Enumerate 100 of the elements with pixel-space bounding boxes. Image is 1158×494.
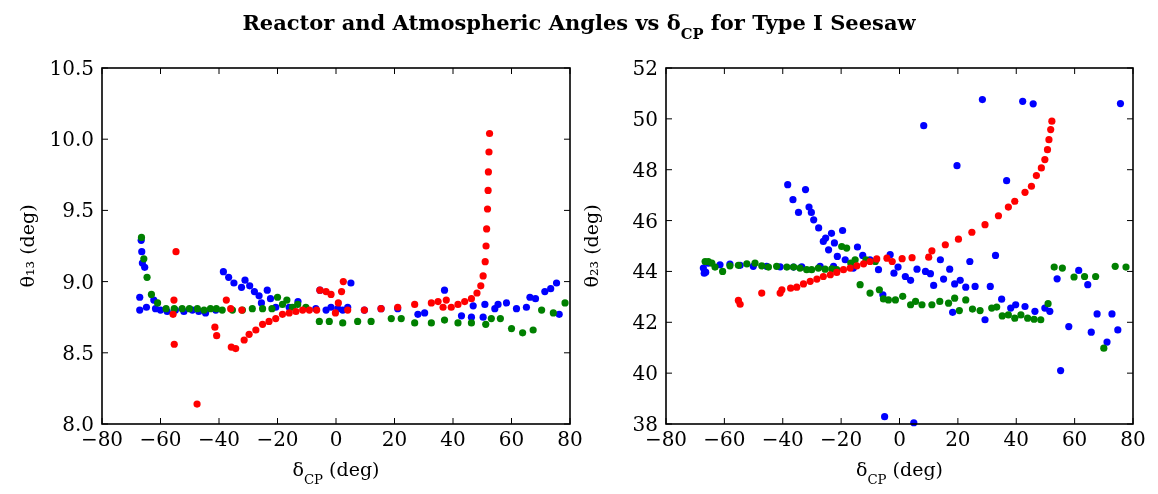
point — [787, 284, 795, 292]
point — [461, 297, 469, 306]
point — [211, 323, 219, 331]
point — [153, 299, 162, 307]
point — [908, 254, 916, 262]
point — [819, 272, 827, 281]
point — [507, 325, 516, 333]
point — [292, 307, 300, 316]
point — [213, 332, 221, 340]
point — [813, 275, 821, 283]
y-axis-title: θ₁₃ (deg) — [16, 204, 38, 288]
x-axis-title: δ$_{CP}$ (deg) — [292, 458, 380, 487]
x-tick-label: −40 — [761, 427, 804, 451]
point — [283, 296, 291, 304]
y-axis-title: θ₂₃ (deg) — [580, 204, 602, 288]
point — [496, 315, 504, 323]
point — [147, 290, 156, 299]
x-tick-label: 60 — [1061, 427, 1088, 451]
y-tick-label: 50 — [632, 106, 658, 131]
y-tick-label: 44 — [632, 259, 658, 284]
point — [434, 297, 442, 306]
x-tick-label: 80 — [1120, 427, 1146, 451]
x-tick-label: −20 — [820, 427, 863, 451]
x-tick-label: 20 — [945, 427, 971, 451]
point — [278, 310, 287, 318]
point — [411, 300, 419, 308]
point — [258, 305, 267, 313]
point — [170, 296, 178, 304]
x-tick-label: 20 — [381, 427, 408, 451]
point — [440, 316, 449, 324]
point — [736, 300, 744, 308]
point — [994, 212, 1003, 220]
point — [968, 228, 976, 236]
point — [325, 317, 333, 326]
point — [143, 273, 151, 281]
point — [954, 235, 963, 243]
point — [485, 148, 493, 156]
point — [549, 309, 557, 317]
point — [898, 255, 906, 263]
y-tick-label: 9.5 — [62, 198, 94, 223]
point — [1032, 171, 1040, 180]
x-tick-label: −20 — [256, 427, 299, 451]
point — [473, 289, 481, 297]
point — [1037, 164, 1045, 172]
point — [487, 315, 495, 323]
point — [477, 282, 485, 290]
point — [265, 317, 273, 326]
point — [888, 257, 896, 266]
point — [799, 280, 808, 288]
point — [193, 400, 201, 408]
point — [439, 303, 447, 311]
point — [278, 300, 287, 308]
point — [925, 253, 933, 261]
y-tick-label: 52 — [632, 56, 658, 80]
x-tick-label: 80 — [557, 427, 583, 451]
point — [442, 296, 450, 304]
point — [981, 221, 989, 229]
point — [339, 319, 347, 327]
point — [467, 319, 476, 327]
point — [519, 329, 527, 337]
point — [285, 309, 293, 317]
point — [454, 300, 462, 308]
point — [272, 315, 280, 323]
point — [331, 309, 340, 317]
x-tick-label: −60 — [703, 427, 746, 451]
y-tick-label: 8.5 — [62, 340, 94, 365]
x-tick-label: 0 — [893, 427, 906, 451]
point — [387, 315, 395, 323]
point — [273, 293, 282, 301]
x-tick-label: 60 — [498, 427, 525, 451]
point — [1011, 197, 1019, 205]
point — [793, 283, 801, 291]
point — [427, 319, 435, 327]
point — [427, 299, 435, 307]
point — [447, 303, 455, 311]
point — [248, 305, 256, 313]
point — [258, 320, 267, 328]
y-tick-label: 40 — [632, 361, 658, 386]
point — [826, 271, 834, 279]
y-tick-label: 10.5 — [49, 56, 94, 80]
point — [928, 247, 936, 255]
point — [479, 272, 487, 280]
y-tick-label: 48 — [632, 157, 658, 182]
point — [206, 305, 215, 313]
x-tick-label: 0 — [329, 427, 343, 451]
point — [806, 277, 814, 285]
point — [1047, 125, 1055, 134]
point — [538, 306, 546, 314]
y-tick-label: 42 — [632, 310, 658, 335]
point — [367, 317, 375, 326]
point — [941, 241, 949, 249]
point — [1045, 136, 1053, 144]
point — [529, 326, 537, 334]
point — [1048, 117, 1056, 125]
x-tick-label: −60 — [139, 427, 182, 451]
point — [1027, 182, 1036, 190]
point — [397, 315, 405, 323]
point — [222, 296, 230, 304]
point — [482, 242, 490, 250]
point — [354, 317, 362, 326]
